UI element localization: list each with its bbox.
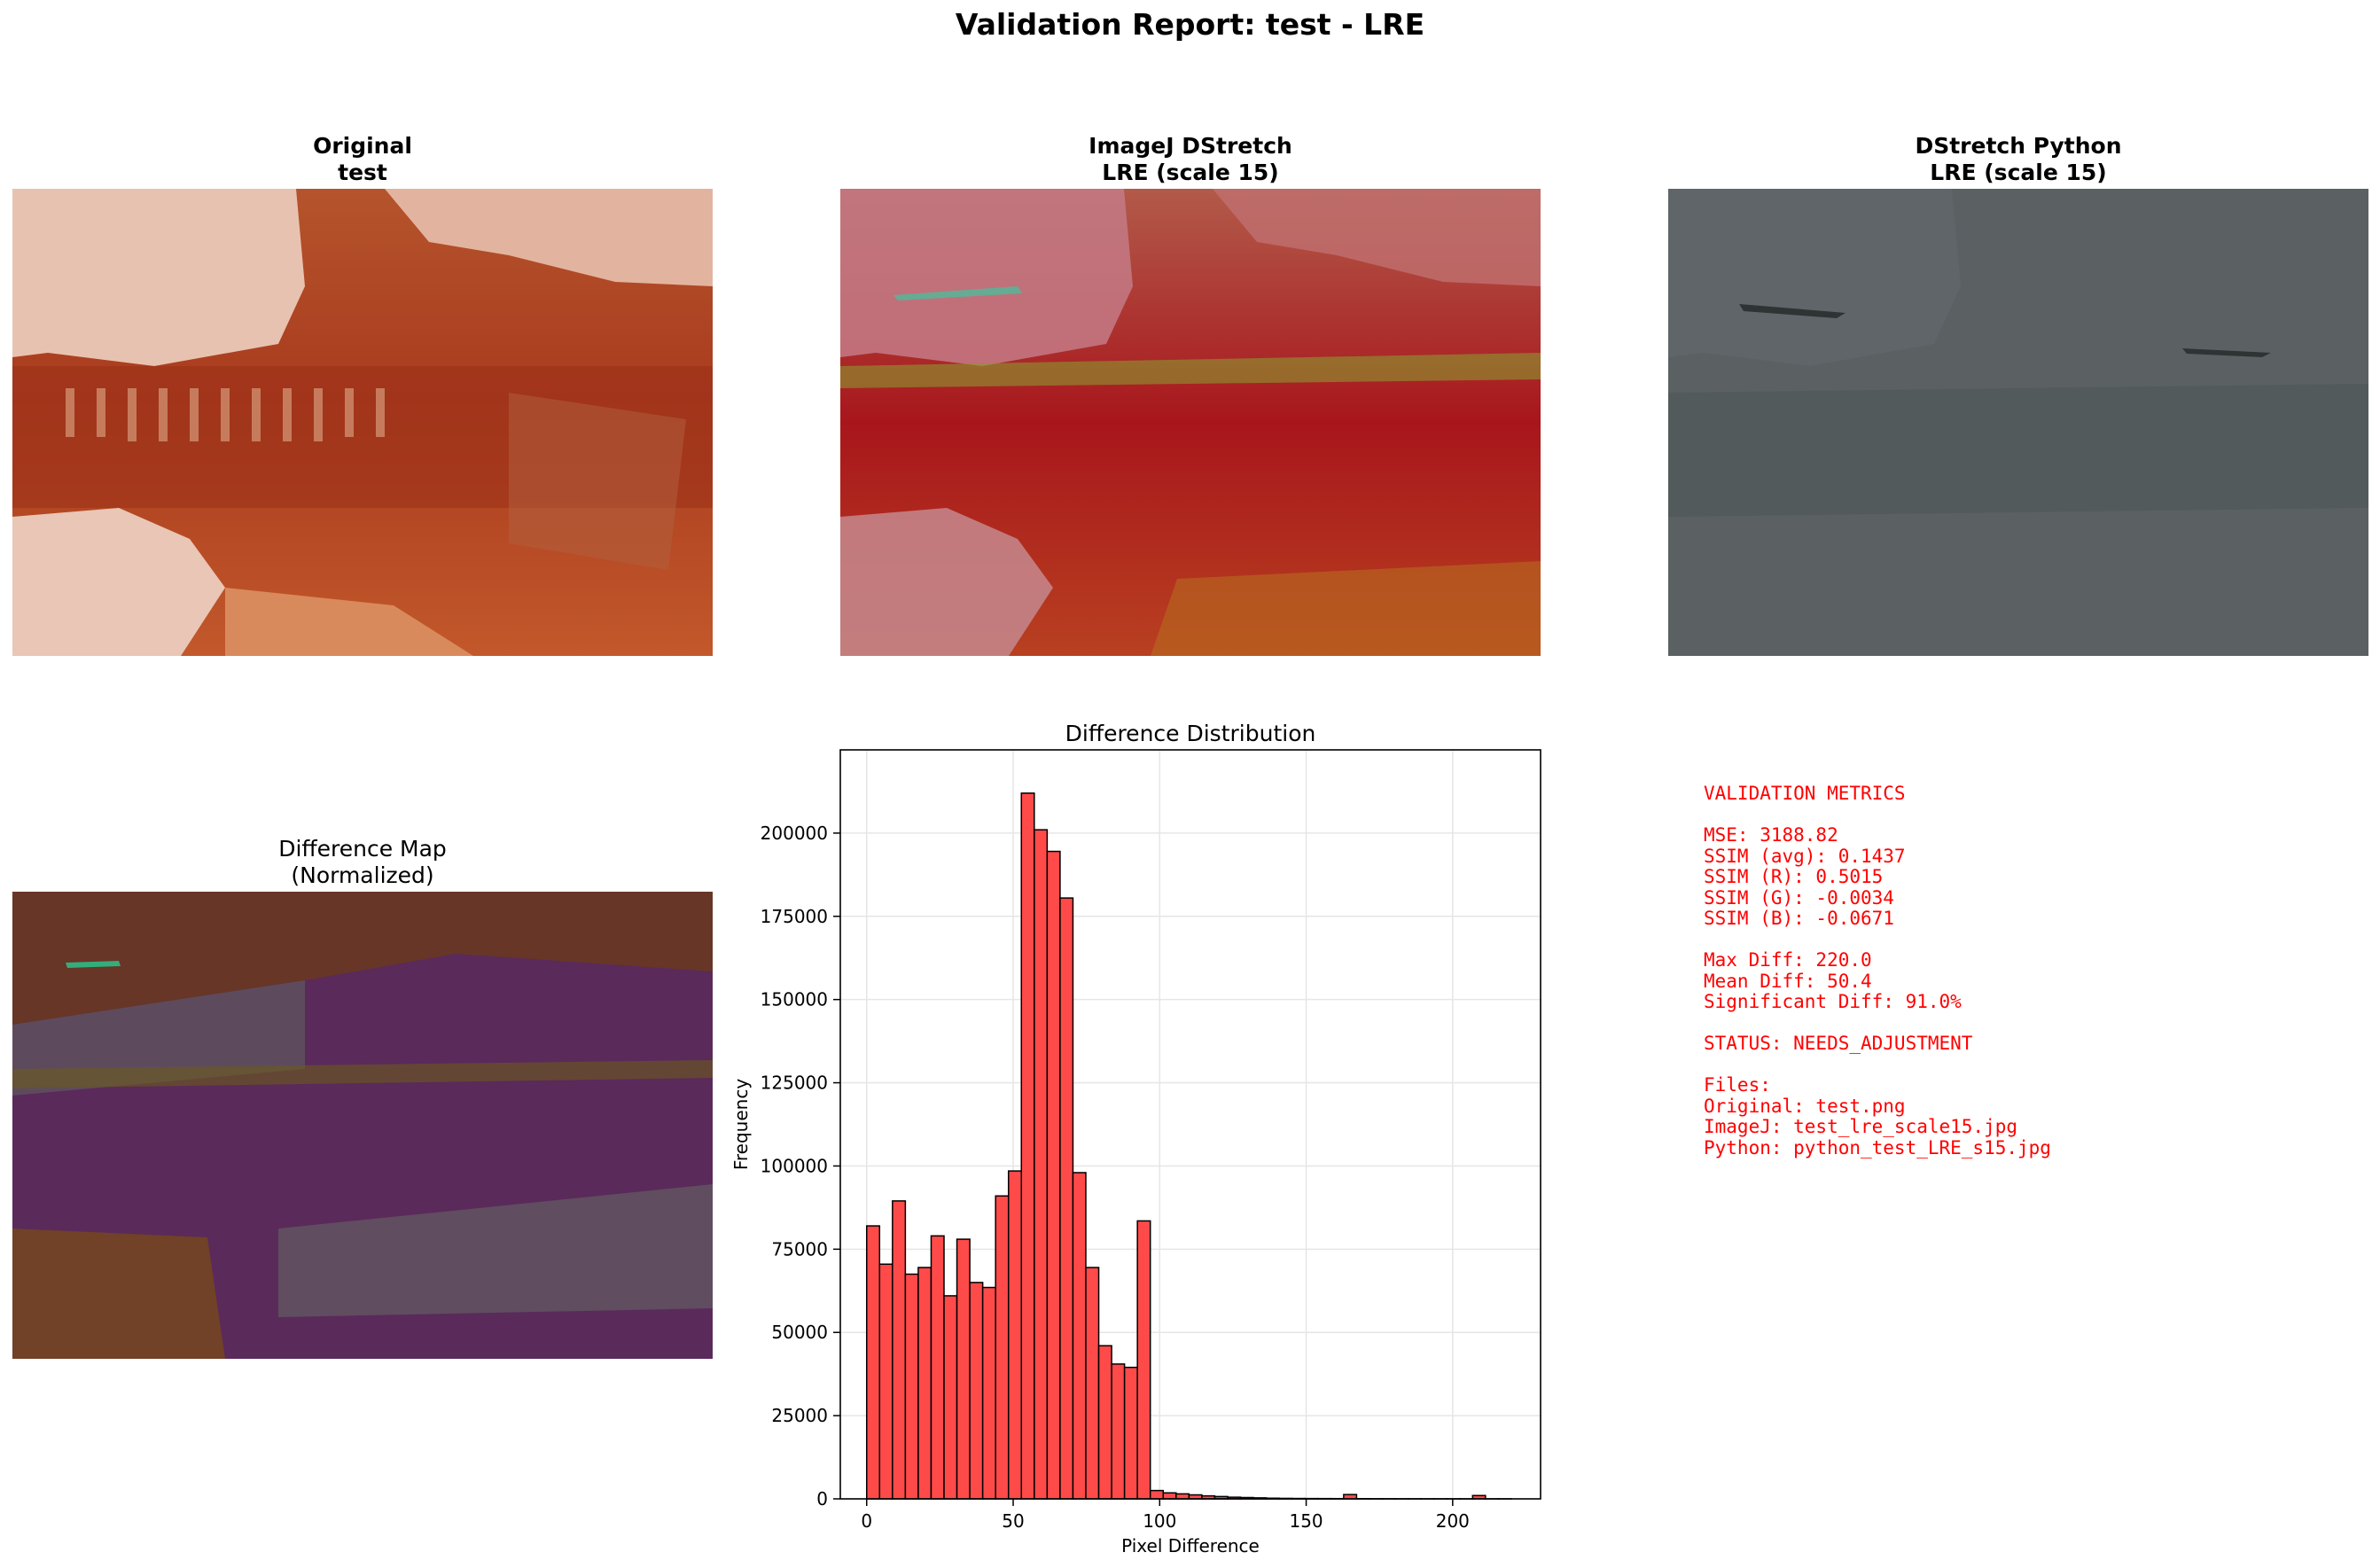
metrics-line: Significant Diff: 91.0% bbox=[1704, 991, 1962, 1012]
histogram-bar bbox=[930, 1235, 945, 1500]
imagej-title-line2: LRE (scale 15) bbox=[1102, 160, 1279, 185]
report-title: Validation Report: test - LRE bbox=[955, 7, 1425, 42]
metrics-line: Python: python_test_LRE_s15.jpg bbox=[1704, 1136, 2051, 1158]
difference-map-image bbox=[12, 892, 713, 1359]
x-tick-label: 50 bbox=[1002, 1510, 1024, 1532]
histogram-bar bbox=[1046, 850, 1061, 1500]
metrics-line: SSIM (B): -0.0671 bbox=[1704, 908, 1894, 929]
histogram-bar bbox=[1007, 1170, 1023, 1500]
metrics-line: Files: bbox=[1704, 1074, 1771, 1096]
histogram-bar bbox=[865, 1225, 881, 1500]
metrics-line bbox=[1704, 1013, 2051, 1034]
histogram-bar bbox=[878, 1263, 893, 1500]
histogram-bar bbox=[1136, 1220, 1151, 1500]
y-tick-label: 25000 bbox=[771, 1405, 828, 1426]
x-tick-label: 150 bbox=[1289, 1510, 1323, 1532]
metrics-line: ImageJ: test_lre_scale15.jpg bbox=[1704, 1116, 2018, 1137]
histogram-bar bbox=[995, 1195, 1010, 1500]
metrics-line: Mean Diff: 50.4 bbox=[1704, 970, 1872, 992]
histogram-bar bbox=[917, 1267, 932, 1500]
diffmap-panel-title: Difference Map (Normalized) bbox=[12, 836, 713, 889]
histogram-bar bbox=[1111, 1363, 1126, 1500]
x-tick-label: 200 bbox=[1436, 1510, 1470, 1532]
x-tick-label: 100 bbox=[1143, 1510, 1176, 1532]
chart-title: Difference Distribution bbox=[1065, 721, 1316, 746]
histogram-bar bbox=[981, 1286, 996, 1500]
y-tick-label: 125000 bbox=[761, 1073, 828, 1094]
metrics-line: STATUS: NEEDS_ADJUSTMENT bbox=[1704, 1033, 1973, 1054]
metrics-line: SSIM (R): 0.5015 bbox=[1704, 866, 1884, 887]
histogram-bar bbox=[1175, 1493, 1190, 1500]
histogram-bar bbox=[892, 1200, 907, 1500]
python-image bbox=[1668, 189, 2368, 656]
metrics-line: Original: test.png bbox=[1704, 1095, 1906, 1117]
y-tick-label: 50000 bbox=[771, 1322, 828, 1343]
histogram-bar bbox=[1123, 1366, 1138, 1500]
imagej-panel-title: ImageJ DStretch LRE (scale 15) bbox=[840, 133, 1541, 186]
imagej-image bbox=[840, 189, 1541, 656]
x-axis-label: Pixel Difference bbox=[1121, 1535, 1260, 1556]
python-title-line1: DStretch Python bbox=[1915, 133, 2122, 159]
y-tick-label: 100000 bbox=[761, 1155, 828, 1176]
y-axis-label: Frequency bbox=[730, 1079, 752, 1170]
metrics-line bbox=[1704, 1055, 2051, 1076]
y-tick-label: 175000 bbox=[761, 906, 828, 927]
y-tick-label: 75000 bbox=[771, 1238, 828, 1260]
histogram-bar bbox=[956, 1238, 971, 1500]
python-title-line2: LRE (scale 15) bbox=[1930, 160, 2107, 185]
histogram-bar bbox=[1072, 1172, 1087, 1500]
original-panel-title: Original test bbox=[12, 133, 713, 186]
metrics-line: MSE: 3188.82 bbox=[1704, 824, 1838, 846]
metrics-line: VALIDATION METRICS bbox=[1704, 783, 1906, 804]
histogram-bar bbox=[1097, 1345, 1112, 1500]
metrics-line bbox=[1704, 805, 2051, 826]
metrics-line bbox=[1704, 930, 2051, 951]
metrics-line: Max Diff: 220.0 bbox=[1704, 949, 1872, 971]
validation-metrics-text: VALIDATION METRICS MSE: 3188.82 SSIM (avg… bbox=[1704, 783, 2051, 1158]
original-title-line1: Original bbox=[313, 133, 412, 159]
original-title-line2: test bbox=[338, 160, 387, 185]
y-tick-label: 0 bbox=[816, 1488, 828, 1509]
histogram-bar bbox=[1020, 792, 1035, 1500]
diffmap-title-line2: (Normalized) bbox=[291, 862, 434, 888]
metrics-line: SSIM (G): -0.0034 bbox=[1704, 886, 1894, 909]
histogram-bar bbox=[904, 1273, 919, 1500]
histogram-bar bbox=[943, 1295, 958, 1500]
histogram-bar bbox=[1085, 1267, 1100, 1500]
histogram-bar bbox=[1162, 1492, 1177, 1500]
y-tick-label: 200000 bbox=[761, 823, 828, 844]
original-image bbox=[12, 189, 713, 656]
python-panel-title: DStretch Python LRE (scale 15) bbox=[1668, 133, 2368, 186]
histogram-bar bbox=[969, 1282, 984, 1500]
x-tick-label: 0 bbox=[861, 1510, 872, 1532]
metrics-line: SSIM (avg): 0.1437 bbox=[1704, 845, 1906, 867]
histogram-bar bbox=[1149, 1489, 1165, 1500]
diffmap-title-line1: Difference Map bbox=[278, 836, 447, 862]
y-tick-label: 150000 bbox=[761, 989, 828, 1010]
histogram-bar bbox=[1059, 897, 1074, 1500]
histogram-bar bbox=[1034, 829, 1049, 1500]
imagej-title-line1: ImageJ DStretch bbox=[1089, 133, 1292, 159]
plot-frame bbox=[839, 749, 1541, 1500]
